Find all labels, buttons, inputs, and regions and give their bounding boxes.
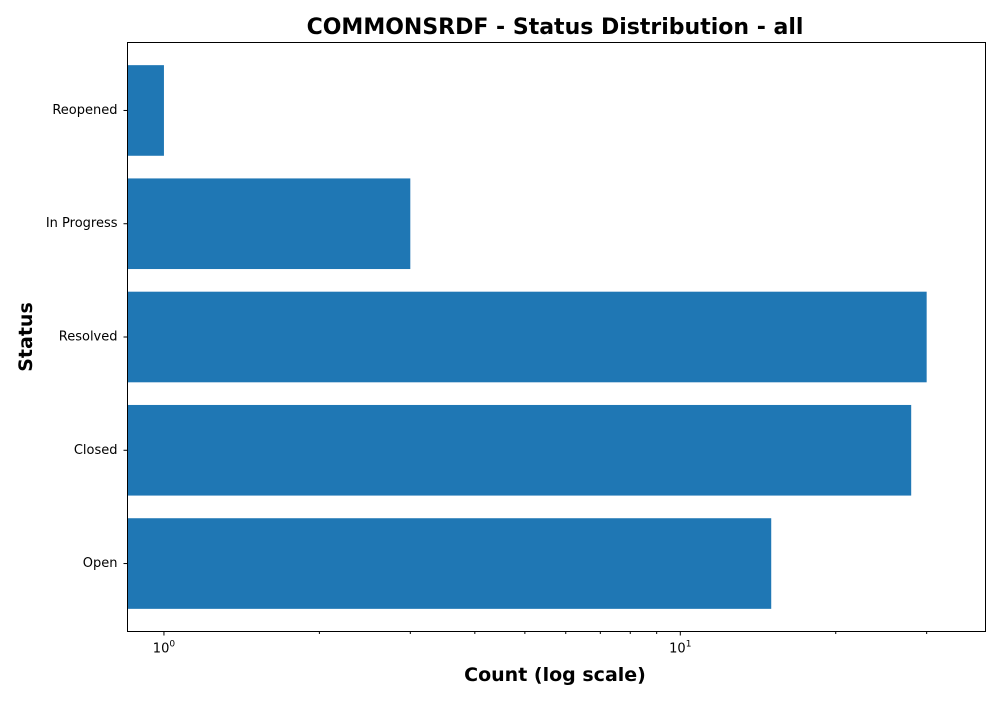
y-axis-ticks: Open Closed Resolved In Progress Reopened <box>46 103 128 571</box>
bar-open <box>127 518 772 609</box>
x-axis-label: Count (log scale) <box>464 664 646 686</box>
y-tick-label-closed: Closed <box>74 443 118 458</box>
y-tick-label-in-progress: In Progress <box>46 216 118 231</box>
bar-closed <box>127 404 912 496</box>
y-axis-label: Status <box>15 302 37 372</box>
bars-layer <box>127 65 927 609</box>
bar-in-progress <box>127 178 411 270</box>
bar-resolved <box>127 291 927 383</box>
y-tick-label-reopened: Reopened <box>52 103 117 118</box>
bar-reopened <box>127 65 164 156</box>
y-tick-label-open: Open <box>83 556 118 571</box>
x-tick-label: 101 <box>669 640 691 657</box>
x-tick-label: 100 <box>153 640 176 657</box>
x-axis-ticks: 100 101 <box>153 631 928 657</box>
chart-title: COMMONSRDF - Status Distribution - all <box>307 15 804 40</box>
y-tick-label-resolved: Resolved <box>59 330 118 345</box>
